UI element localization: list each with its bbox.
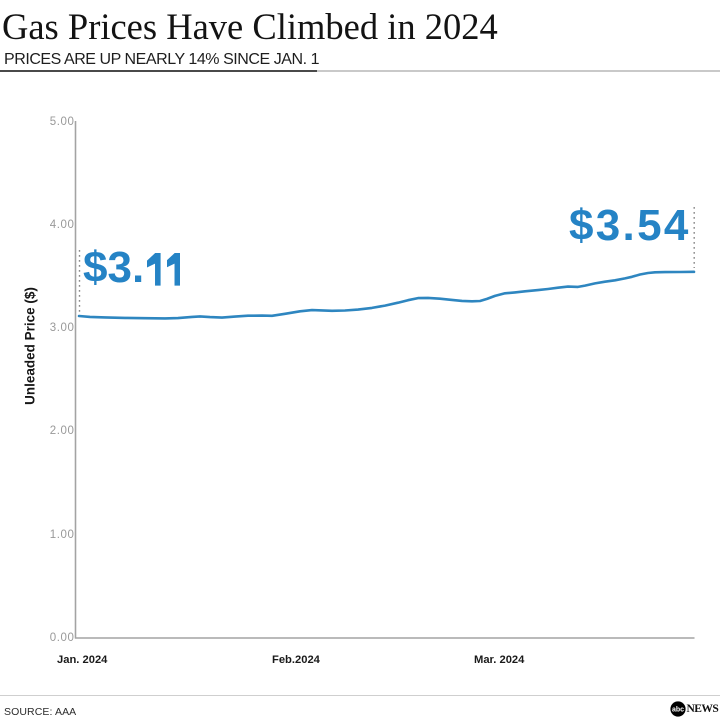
svg-text:abc: abc: [671, 707, 683, 714]
